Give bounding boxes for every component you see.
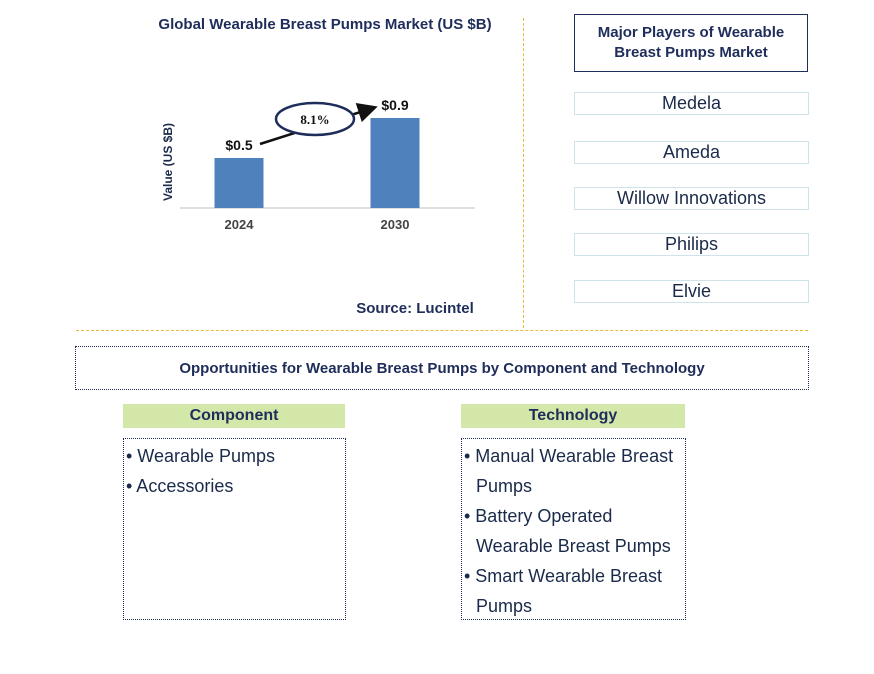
cagr-label: 8.1% <box>300 112 329 127</box>
source-label: Source: Lucintel <box>356 300 474 317</box>
players-title: Major Players of Wearable Breast Pumps M… <box>574 14 808 72</box>
cagr-ellipse <box>274 101 356 137</box>
player-medela: Medela <box>574 92 809 115</box>
component-item-wearable-pumps: • Wearable Pumps <box>126 446 276 466</box>
bar-chart: Value (US $B) $0.5 2024 $0.9 2030 8.1% <box>161 97 475 232</box>
player-elvie: Elvie <box>574 280 809 303</box>
vertical-divider <box>523 18 524 328</box>
component-item-accessories: • Accessories <box>126 476 234 496</box>
player-willow-innovations: Willow Innovations <box>574 187 809 210</box>
horizontal-divider <box>76 330 808 331</box>
data-label-2024: $0.5 <box>225 137 252 153</box>
player-ameda: Ameda <box>574 141 809 164</box>
technology-item-battery-operated: • Battery Operated Wearable Breast Pumps <box>464 506 671 556</box>
technology-item-smart: • Smart Wearable Breast Pumps <box>464 566 663 616</box>
technology-header: Technology <box>461 404 685 428</box>
technology-list: • Manual Wearable Breast Pumps • Battery… <box>461 438 686 620</box>
x-tick-2024: 2024 <box>225 217 255 232</box>
bar-2024 <box>214 158 264 208</box>
x-tick-2030: 2030 <box>381 217 410 232</box>
bar-2030 <box>370 118 420 208</box>
component-header: Component <box>123 404 345 428</box>
technology-item-manual: • Manual Wearable Breast Pumps <box>464 446 674 496</box>
data-label-2030: $0.9 <box>381 97 408 113</box>
chart-title: Global Wearable Breast Pumps Market (US … <box>158 16 492 33</box>
opportunities-title: Opportunities for Wearable Breast Pumps … <box>75 346 809 390</box>
y-axis-label: Value (US $B) <box>161 123 175 201</box>
component-list: • Wearable Pumps • Accessories <box>123 438 346 620</box>
player-philips: Philips <box>574 233 809 256</box>
